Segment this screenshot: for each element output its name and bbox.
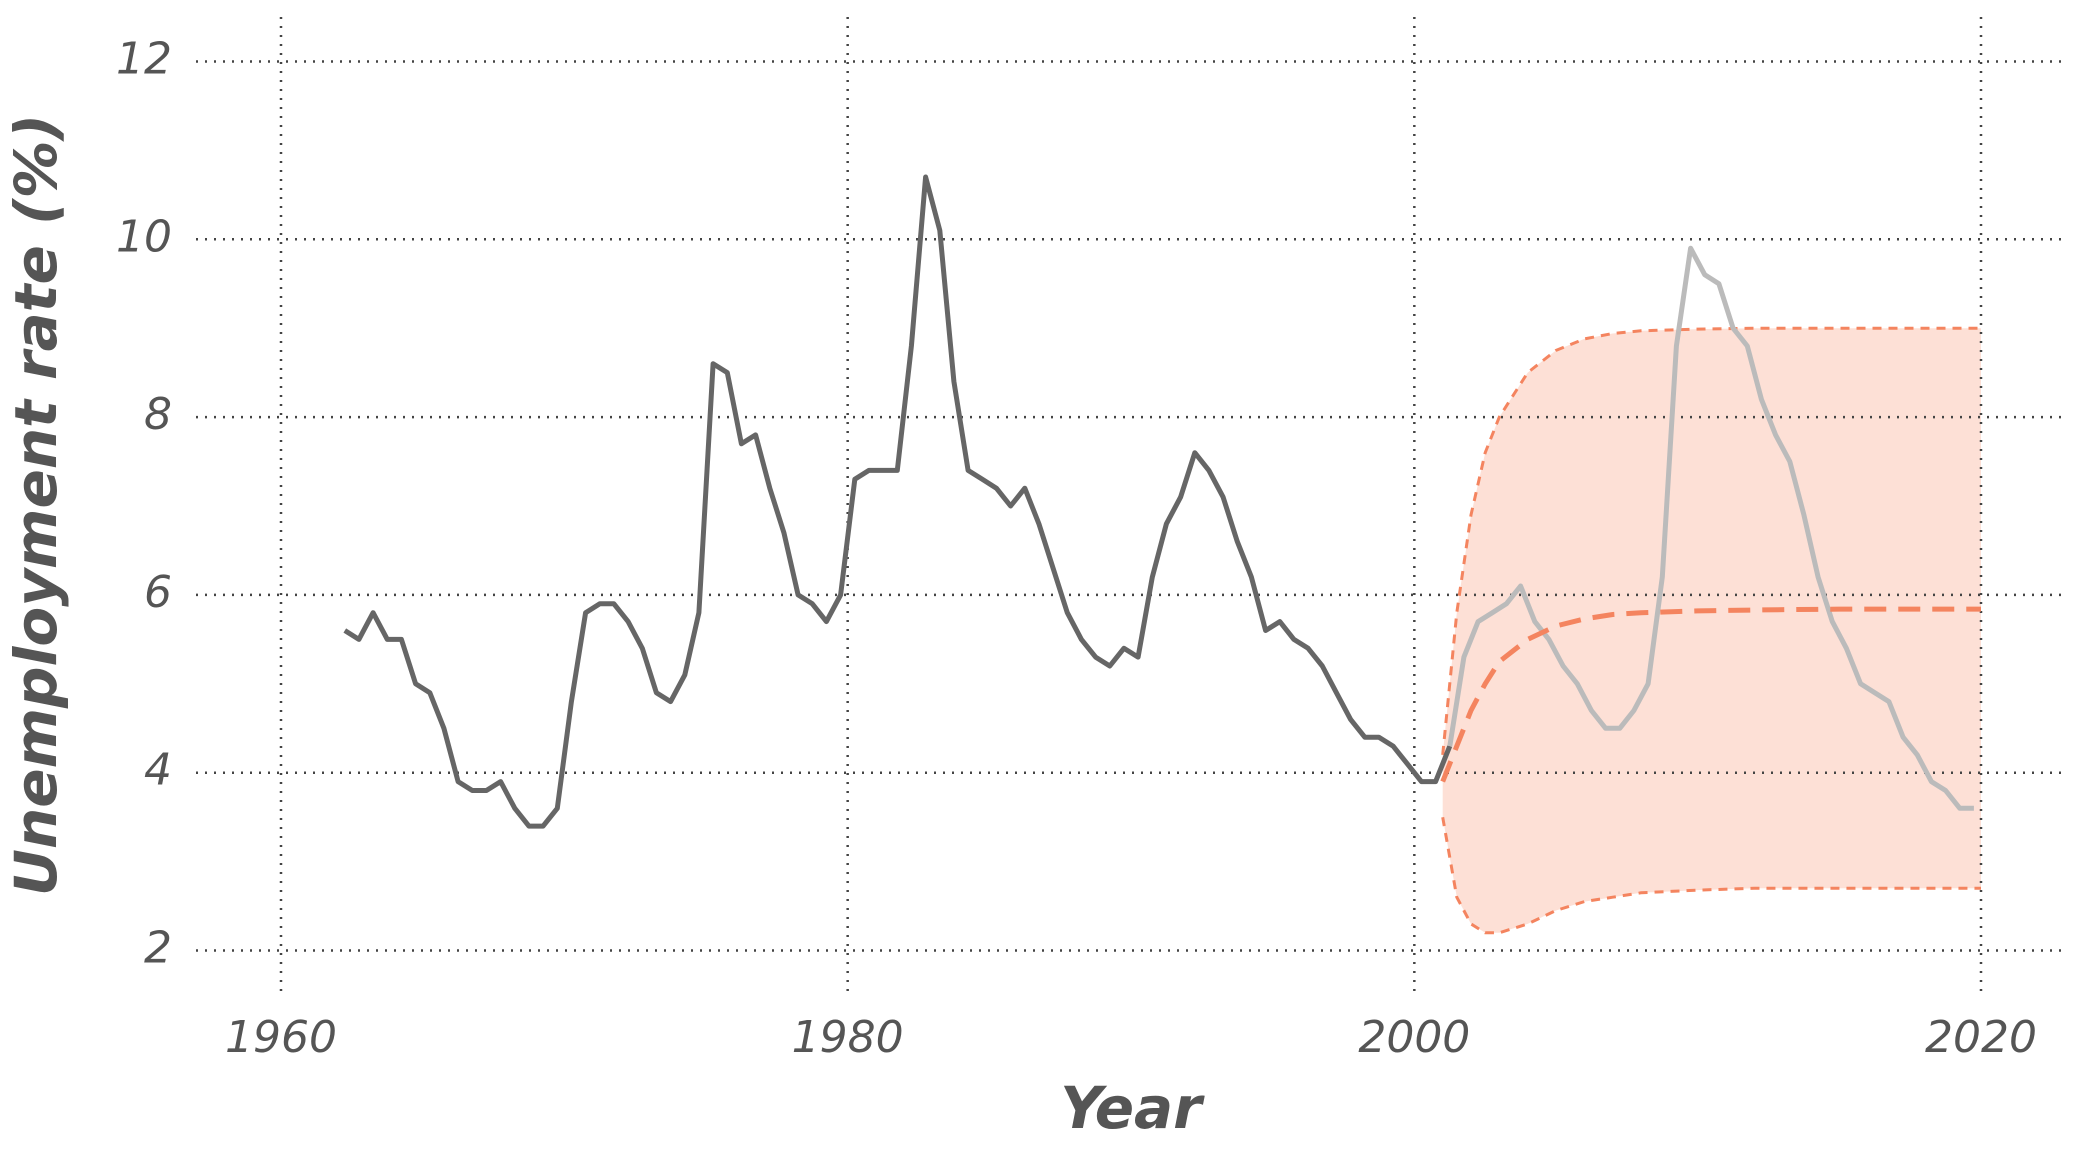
y-tick-label: 8 (144, 389, 172, 440)
text-layer: Year Unemployment rate (%) 2 4 6 8 10 12 1960 1… (2, 33, 2037, 1142)
y-tick-label: 6 (144, 567, 172, 618)
series-line (1447, 245, 1974, 811)
y-tick-label: 4 (144, 745, 172, 796)
band-edge (1441, 816, 1981, 935)
band-edge (1441, 326, 1981, 756)
band-layer (1442, 328, 1981, 933)
x-tick-label: 1960 (225, 1012, 337, 1063)
x-axis-title: Year (1060, 1074, 1205, 1142)
series-line (343, 174, 1453, 829)
x-tick-label: 2000 (1358, 1012, 1470, 1063)
x-tick-label: 1980 (792, 1012, 904, 1063)
y-tick-label: 10 (116, 211, 172, 262)
y-axis-title: Unemployment rate (%) (2, 114, 70, 896)
forecast-band (1442, 328, 1981, 933)
grid-layer (196, 17, 2066, 995)
x-tick-label: 2020 (1925, 1012, 2037, 1063)
series-line (1440, 606, 1981, 783)
lines-layer (343, 174, 1981, 935)
y-tick-label: 12 (116, 33, 172, 84)
y-tick-label: 2 (144, 923, 172, 974)
